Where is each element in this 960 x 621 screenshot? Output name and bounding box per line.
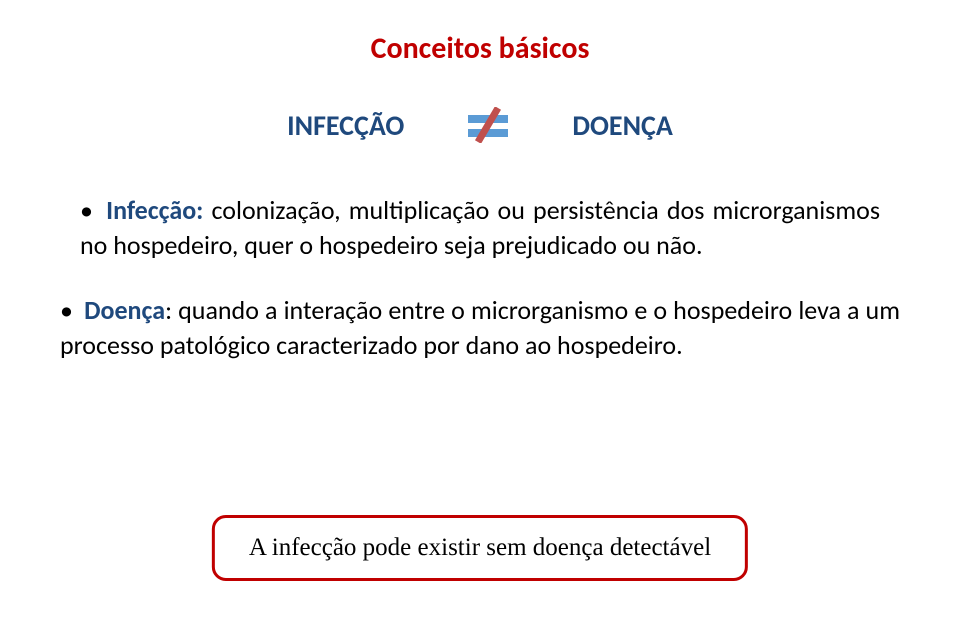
bullet-body: : quando a interação entre o microrganis… — [60, 294, 900, 361]
callout-box: A infecção pode existir sem doença detec… — [212, 515, 748, 581]
slide-title: Conceitos básicos — [60, 30, 900, 67]
bullet-marker: • — [60, 293, 78, 328]
bullet-doenca: • Doença: quando a interação entre o mic… — [60, 293, 900, 363]
bullet-term: Infecção: — [106, 194, 203, 226]
bullet-infeccao: • Infecção: colonização, multiplicação o… — [80, 193, 880, 263]
not-equal-icon — [464, 107, 512, 143]
slide: Conceitos básicos INFECÇÃO DOENÇA • Infe… — [0, 0, 960, 621]
bullet-marker: • — [80, 193, 98, 228]
bullet-term: Doença — [84, 294, 165, 326]
concept-right: DOENÇA — [572, 108, 672, 143]
concept-left: INFECÇÃO — [287, 108, 404, 143]
comparison-row: INFECÇÃO DOENÇA — [60, 107, 900, 143]
